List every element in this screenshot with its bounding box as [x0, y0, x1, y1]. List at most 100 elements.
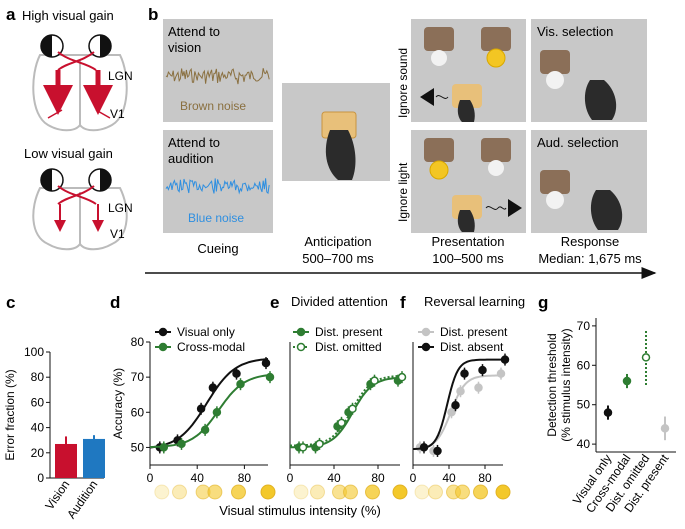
intensity-dot	[343, 484, 358, 500]
c-bar	[55, 443, 77, 478]
chart-f-data-point	[460, 369, 469, 378]
chart-e-data-point	[348, 404, 357, 414]
v1-label: V1	[110, 227, 125, 241]
g-y-tick-label: 70	[577, 319, 591, 333]
light-bulb-on-icon	[429, 160, 449, 180]
g-data-point	[622, 376, 632, 386]
chart-e-legend-label: Dist. present	[315, 325, 383, 339]
panel-label-a: a	[6, 5, 16, 24]
chart-e-data-point	[397, 372, 407, 382]
panel-label-d: d	[110, 293, 120, 312]
speaker-icon	[508, 199, 522, 217]
chart-f-data-point	[447, 408, 456, 417]
blue-noise-label: Blue noise	[188, 211, 244, 225]
vis-selection-label: Vis. selection	[537, 24, 613, 39]
chart-e-legend-marker	[296, 342, 306, 352]
chart-e-fit-line	[290, 374, 401, 447]
intensity-dot	[172, 484, 187, 500]
chart-f-data-point	[433, 446, 442, 456]
intensity-dot	[260, 484, 276, 500]
c-y-axis-title: Error fraction (%)	[3, 369, 17, 460]
v1-label: V1	[110, 107, 125, 121]
chart-f-legend-marker	[421, 327, 431, 337]
light-port-icon	[481, 27, 511, 51]
chart-f-fit-line	[412, 374, 504, 450]
chart-f-x-tick-label: 40	[442, 471, 456, 485]
light-bulb-off-icon	[488, 160, 504, 176]
chart-f-data-point	[474, 383, 483, 392]
chart-d-data-point	[265, 372, 275, 382]
shared-xlabel: Visual stimulus intensity (%)	[219, 503, 381, 518]
stage-response-line2: Median: 1,675 ms	[538, 251, 642, 266]
header-reversal-learning: Reversal learning	[424, 294, 525, 309]
light-port-icon	[424, 138, 454, 162]
ignore-light-label: Ignore light	[396, 162, 410, 222]
c-y-tick-label: 100	[24, 345, 44, 359]
cue-vision-line2: vision	[168, 40, 201, 55]
chart-d-legend-marker	[158, 327, 168, 337]
chart-e-x-tick-label: 0	[287, 471, 294, 485]
g-y-tick-label: 40	[577, 437, 591, 451]
chart-e-data-point	[298, 443, 308, 452]
chart-f-legend-label: Dist. absent	[440, 340, 504, 354]
cue-vision-line1: Attend to	[168, 24, 220, 39]
cue-audition-line1: Attend to	[168, 135, 220, 150]
chart-d-legend-label: Visual only	[177, 325, 235, 339]
intensity-dot	[365, 484, 380, 500]
mouse-icon	[457, 210, 475, 232]
brown-noise-label: Brown noise	[180, 99, 246, 113]
g-y-axis-title: (% stimulus intensity)	[559, 328, 573, 441]
low-gain-title: Low visual gain	[24, 146, 113, 161]
intensity-dot	[207, 484, 223, 500]
g-y-tick-label: 60	[577, 358, 591, 372]
chart-e-data-point	[337, 418, 346, 428]
blue-noise-waveform	[165, 178, 270, 195]
g-data-point	[641, 353, 651, 362]
panel-label-c: c	[6, 293, 15, 312]
chart-d-legend-label: Cross-modal	[177, 340, 245, 354]
chart-d-data-point	[212, 408, 222, 417]
c-bar	[83, 438, 105, 478]
header-divided-attention: Divided attention	[291, 294, 388, 309]
light-bulb-off-icon	[431, 50, 447, 66]
panel-label-e: e	[270, 293, 279, 312]
intensity-dot	[495, 484, 511, 500]
chart-d-data-point	[200, 425, 210, 435]
light-bulb-icon	[546, 191, 564, 209]
aud-selection-label: Aud. selection	[537, 135, 619, 150]
intensity-dot	[293, 484, 309, 500]
panel-a-low-gain: Low visual gain LGN V1	[24, 146, 133, 251]
chart-g-detection-threshold: 40 50 60 70 Detection threshold (% stimulus i…	[545, 318, 676, 515]
chart-f-legend-marker	[421, 342, 431, 352]
intensity-dot	[154, 484, 170, 500]
chart-d-data-point	[159, 443, 169, 452]
high-gain-title: High visual gain	[22, 8, 114, 23]
c-y-tick-label: 80	[31, 370, 45, 384]
chart-f-data-point	[456, 386, 465, 396]
ignore-sound-label: Ignore sound	[396, 48, 410, 118]
presentation-ignore-light-box	[411, 130, 526, 233]
panel-label-f: f	[400, 293, 406, 312]
chart-e-x-tick-label: 40	[327, 471, 341, 485]
cue-audition-box: Attend to audition Blue noise	[163, 130, 273, 233]
cue-vision-box: Attend to vision Brown noise	[163, 19, 273, 122]
stage-response-line1: Response	[561, 234, 620, 249]
chart-e-data-point	[370, 376, 379, 385]
chart-d-data-point	[232, 369, 241, 378]
intensity-dot	[231, 484, 246, 500]
response-aud-selection-box: Aud. selection	[531, 130, 647, 233]
chart-d-x-tick-label: 40	[191, 471, 205, 485]
c-y-tick-label: 0	[37, 471, 44, 485]
chart-d-y-tick-label: 70	[131, 370, 145, 384]
lgn-label: LGN	[108, 201, 133, 215]
mouse-icon	[457, 100, 475, 122]
response-vis-selection-box: Vis. selection	[531, 19, 647, 122]
brain-schematic-high: LGN V1	[32, 34, 133, 132]
light-port-icon	[540, 50, 570, 74]
chart-d-data-point	[208, 383, 218, 392]
intensity-dot	[310, 484, 325, 500]
c-y-tick-label: 40	[31, 421, 45, 435]
chart-f-data-point	[451, 401, 460, 410]
